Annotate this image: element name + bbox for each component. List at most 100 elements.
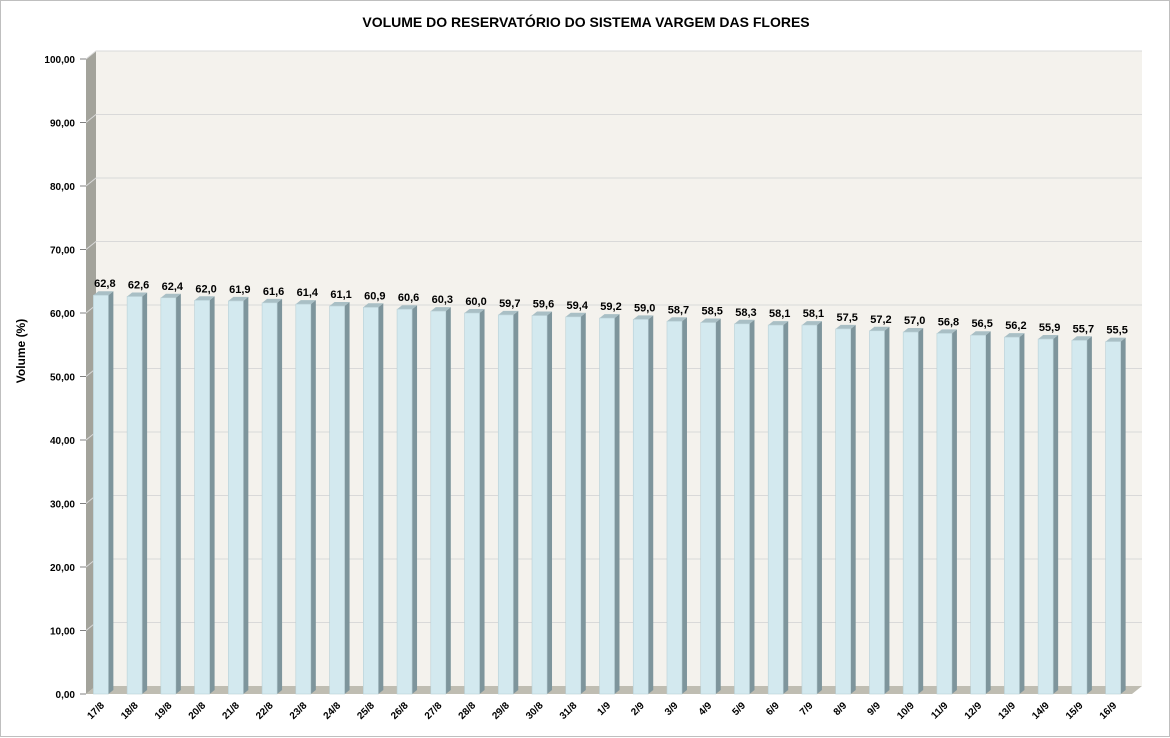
y-tick-label: 10,00 <box>50 627 75 638</box>
x-tick-label: 27/8 <box>423 700 445 722</box>
bar <box>835 324 856 695</box>
bar-top <box>801 321 822 326</box>
bar <box>1071 336 1092 695</box>
data-label: 59,0 <box>634 302 655 314</box>
data-label: 58,5 <box>702 306 723 318</box>
x-tick-label: 21/8 <box>220 700 242 722</box>
bar-top <box>262 298 283 303</box>
bar-top <box>498 310 519 315</box>
bar-side <box>1053 335 1059 694</box>
bar <box>261 298 283 695</box>
bar-front <box>1105 341 1121 695</box>
bar-front <box>902 331 919 695</box>
bar <box>970 331 991 695</box>
bar <box>396 305 418 695</box>
bar <box>531 311 553 695</box>
bar-top <box>565 312 586 317</box>
bar-front <box>228 300 244 695</box>
bar-front <box>936 333 953 695</box>
x-tick-label: 10/9 <box>895 700 917 722</box>
x-tick-label: 13/9 <box>996 700 1018 722</box>
gridline <box>85 50 1142 60</box>
bar-front <box>160 297 177 695</box>
x-tick-label: 24/8 <box>322 700 344 722</box>
bar-top <box>666 317 687 322</box>
bar-front <box>767 324 784 695</box>
bar-front <box>531 315 548 695</box>
x-tick-label: 28/8 <box>457 700 479 722</box>
bar-front <box>1004 336 1020 695</box>
bar <box>666 317 687 695</box>
x-tick-label: 4/9 <box>697 700 715 718</box>
bar-front <box>835 328 851 695</box>
y-tick-label: 60,00 <box>50 309 75 320</box>
bar-top <box>1071 336 1092 341</box>
bar-top <box>768 321 789 326</box>
bar-side <box>513 310 519 694</box>
data-label: 61,1 <box>330 289 351 301</box>
bar-side <box>108 291 114 694</box>
bar-front <box>565 316 582 695</box>
bar-front <box>194 299 210 695</box>
bar-top <box>532 311 553 316</box>
bar-side <box>681 317 687 694</box>
bar-side <box>142 292 148 694</box>
bar-top <box>734 319 755 324</box>
bar <box>93 291 114 695</box>
x-axis-ticks: 17/8 18/8 19/8 20/8 21/8 22/8 23/8 24/8 25/8 26/8… <box>85 700 1119 722</box>
bar-top <box>430 307 451 312</box>
bar-front <box>734 323 750 695</box>
data-label: 57,2 <box>870 314 891 326</box>
bar-side <box>1086 336 1092 694</box>
bar-top <box>903 328 924 333</box>
bar-side <box>850 324 856 694</box>
bar-front <box>632 319 649 695</box>
y-tick-label: 50,00 <box>50 373 75 384</box>
data-label: 61,6 <box>263 286 284 298</box>
x-tick-label: 5/9 <box>730 700 748 718</box>
data-label: 62,4 <box>162 281 184 293</box>
y-tick-label: 20,00 <box>50 563 75 574</box>
data-label: 58,1 <box>769 308 790 320</box>
bar-top <box>194 296 215 301</box>
x-tick-label: 19/8 <box>153 700 175 722</box>
data-label: 58,3 <box>735 307 756 319</box>
bar <box>869 326 890 695</box>
x-tick-label: 15/9 <box>1064 700 1086 722</box>
x-tick-label: 18/8 <box>119 700 141 722</box>
gridline <box>85 241 1142 250</box>
bar-side <box>243 296 249 694</box>
y-tick-label: 40,00 <box>50 436 75 447</box>
bar-front <box>970 334 986 695</box>
y-axis-ticks: 0,00 10,00 20,00 30,00 40,00 50,00 60,00 70,00 8… <box>44 55 86 701</box>
x-tick-label: 11/9 <box>929 700 950 721</box>
bar-front <box>261 302 278 695</box>
data-label: 57,5 <box>836 312 857 324</box>
bar-top <box>228 296 249 301</box>
bar-top <box>869 326 890 331</box>
bar-top <box>160 293 181 298</box>
bar-top <box>1038 335 1059 340</box>
bar-top <box>1105 337 1126 342</box>
x-tick-label: 1/9 <box>596 700 614 718</box>
bar-top <box>1004 333 1025 338</box>
data-label: 59,7 <box>499 298 520 310</box>
bar <box>632 315 654 695</box>
data-label: 62,8 <box>94 278 115 290</box>
bar-side <box>580 312 586 694</box>
bar-top <box>127 292 148 297</box>
bar-side <box>816 321 822 694</box>
data-label: 59,2 <box>600 301 621 313</box>
bar <box>1004 333 1025 695</box>
gridline <box>85 177 1142 187</box>
bar-side <box>1019 333 1025 694</box>
bar-top <box>970 331 991 336</box>
data-label: 62,6 <box>128 279 149 291</box>
bar <box>734 319 755 695</box>
x-tick-label: 26/8 <box>389 700 411 722</box>
bar <box>497 310 519 695</box>
y-axis-label: Volume (%) <box>14 319 28 383</box>
y-tick-label: 0,00 <box>56 690 76 701</box>
bar-top <box>93 291 114 296</box>
x-tick-label: 14/9 <box>1030 700 1052 722</box>
